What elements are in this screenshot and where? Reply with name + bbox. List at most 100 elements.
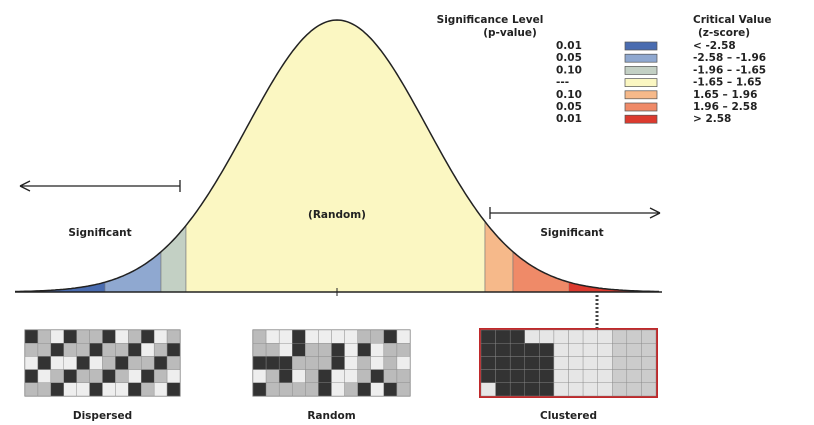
thumb-cell <box>331 356 345 370</box>
thumb-cell <box>480 356 496 370</box>
z-header: Critical Value <box>693 14 772 26</box>
thumb-cell <box>612 382 628 397</box>
curve-region <box>569 282 660 292</box>
thumb-cell <box>153 343 168 357</box>
thumb-cell <box>396 329 411 344</box>
thumb-cell <box>24 329 39 344</box>
thumb-cell <box>396 343 411 357</box>
pattern-label: Dispersed <box>73 410 132 422</box>
thumb-cell <box>553 382 569 397</box>
swatch <box>624 114 658 124</box>
thumb-cell <box>265 356 280 370</box>
thumb-cell <box>292 356 306 370</box>
thumb-cell <box>292 329 306 344</box>
thumb-cell <box>597 343 613 357</box>
pattern-label: Clustered <box>540 410 597 422</box>
thumb-cell <box>344 329 358 344</box>
p-value: 0.05 <box>556 101 582 113</box>
thumb-cell <box>396 382 411 397</box>
thumb-cell <box>50 329 64 344</box>
thumb-cell <box>76 382 90 397</box>
thumb-cell <box>597 382 613 397</box>
thumb-cell <box>344 369 358 384</box>
thumb-cell <box>553 356 569 370</box>
thumb-cell <box>63 382 77 397</box>
thumb-cell <box>553 369 569 384</box>
thumb-cell <box>128 343 142 357</box>
thumb-cell <box>370 369 385 384</box>
thumb-cell <box>141 329 155 344</box>
left-arrow-head <box>19 180 181 192</box>
thumb-cell <box>524 329 540 344</box>
thumb-cell <box>396 356 411 370</box>
thumb-cell <box>128 356 142 370</box>
thumb-cell <box>305 343 319 357</box>
thumb-cell <box>50 356 64 370</box>
thumb-cell <box>252 356 267 370</box>
thumb-cell <box>370 356 385 370</box>
thumb-cell <box>396 369 411 384</box>
p-value: 0.10 <box>556 89 582 101</box>
thumb-cell <box>278 343 293 357</box>
thumb-cell <box>357 382 371 397</box>
thumb-cell <box>141 382 155 397</box>
thumb-cell <box>278 369 293 384</box>
thumb-cell <box>278 356 293 370</box>
thumb-cell <box>37 382 52 397</box>
center-label: (Random) <box>308 209 366 221</box>
thumb-cell <box>128 329 142 344</box>
thumb-cell <box>153 356 168 370</box>
thumb-cell <box>89 343 103 357</box>
thumb-cell <box>318 329 332 344</box>
legend: 0.01 < -2.58 0.05 -2.58 – -1.96 0.10 -1.96 – … <box>556 40 766 125</box>
thumb-cell <box>641 329 657 344</box>
normal-curve <box>15 19 659 293</box>
thumb-cell <box>568 329 584 344</box>
thumb-cell <box>63 329 77 344</box>
thumb-cell <box>539 369 555 384</box>
thumb-cell <box>539 382 555 397</box>
thumb-cell <box>115 329 129 344</box>
thumb-cell <box>597 329 613 344</box>
swatch <box>624 102 658 112</box>
thumb-cell <box>305 369 319 384</box>
thumb-cell <box>626 343 642 357</box>
thumb-cell <box>480 382 496 397</box>
right-arrow-head <box>489 207 661 219</box>
thumb-cell <box>89 356 103 370</box>
thumb-cell <box>626 369 642 384</box>
thumb-cell <box>509 382 525 397</box>
thumb-cell <box>292 382 306 397</box>
thumb-cell <box>509 343 525 357</box>
thumb-cell <box>24 382 39 397</box>
thumb-cell <box>141 369 155 384</box>
thumb-cell <box>641 356 657 370</box>
thumb-cell <box>252 382 267 397</box>
thumb-cell <box>553 343 569 357</box>
thumb-cell <box>582 369 598 384</box>
swatch <box>624 66 658 75</box>
thumb-cell <box>539 329 555 344</box>
curve-regions <box>15 19 660 293</box>
thumb-cell <box>370 343 385 357</box>
z-score: > 2.58 <box>693 113 731 125</box>
thumb-cell <box>265 382 280 397</box>
p-value: 0.05 <box>556 52 582 64</box>
thumb-cell <box>383 369 398 384</box>
thumb-cell <box>128 369 142 384</box>
thumb-cell <box>612 356 628 370</box>
thumb-cell <box>89 369 103 384</box>
p-value: 0.10 <box>556 64 582 76</box>
thumb-cell <box>524 343 540 357</box>
z-score: < -2.58 <box>693 40 736 52</box>
thumb-cell <box>76 369 90 384</box>
thumb-cell <box>166 329 181 344</box>
thumb-cell <box>115 343 129 357</box>
thumb-cell <box>318 343 332 357</box>
thumb-cell <box>153 369 168 384</box>
z-score: -1.96 – -1.65 <box>693 64 766 76</box>
p-value: --- <box>556 77 569 89</box>
curve-region <box>484 220 514 293</box>
thumb-cell <box>102 343 116 357</box>
